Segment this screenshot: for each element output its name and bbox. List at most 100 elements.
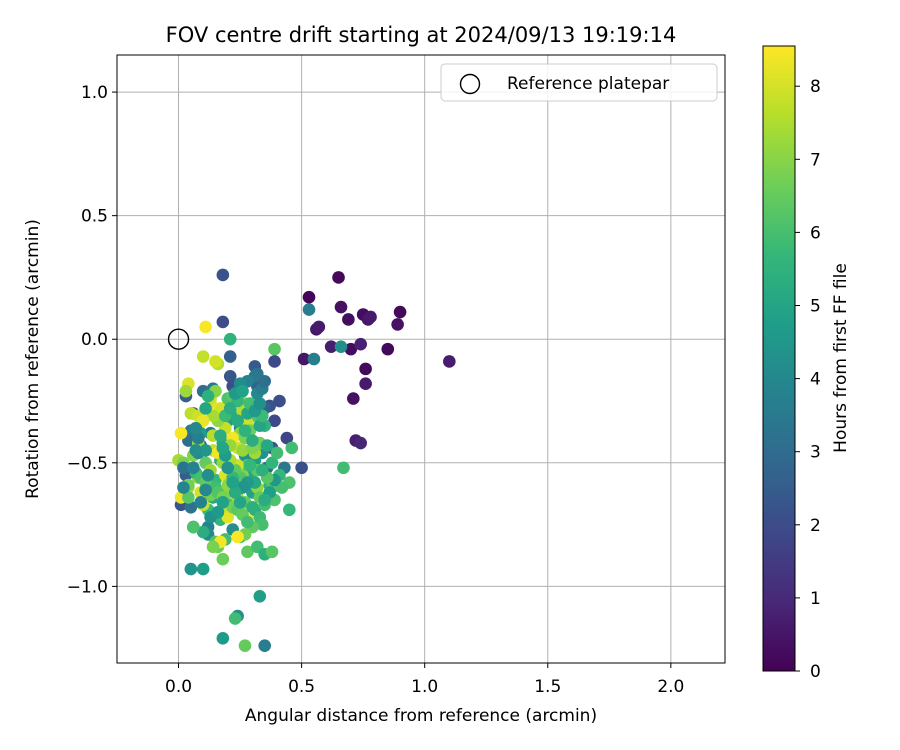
colorbar-tick-label: 8	[810, 77, 821, 97]
scatter-point	[221, 461, 235, 475]
colorbar-label: Hours from first FF file	[831, 263, 851, 453]
scatter-point	[253, 397, 267, 410]
scatter-point	[228, 612, 242, 625]
colorbar: 0 1 2 3 4 5 6 7 8 Hours from first FF file	[762, 45, 851, 682]
scatter-point	[364, 310, 377, 324]
scatter-point	[216, 315, 230, 329]
y-axis-label: Rotation from reference (arcmin)	[23, 219, 43, 499]
scatter-point	[265, 545, 279, 559]
scatter-point	[359, 362, 372, 376]
scatter-point	[236, 384, 249, 398]
colorbar-tick-label: 7	[810, 150, 821, 170]
scatter-point	[268, 342, 281, 356]
scatter-point	[312, 320, 326, 334]
scatter-point	[216, 441, 230, 455]
scatter-point	[199, 320, 212, 334]
scatter-point	[233, 496, 247, 509]
scatter-point	[231, 530, 244, 544]
scatter-point	[253, 589, 267, 603]
scatter-point	[201, 389, 215, 403]
scatter-point	[334, 340, 348, 353]
legend-box	[440, 63, 718, 102]
legend-reference-marker-icon	[459, 73, 481, 95]
scatter-point	[255, 518, 269, 531]
scatter-point	[260, 439, 274, 452]
scatter-point	[189, 421, 203, 435]
scatter-point	[391, 318, 404, 331]
x-tick-label: 0.5	[288, 677, 315, 697]
scatter-point	[223, 332, 237, 346]
colorbar-tick-label: 4	[810, 370, 821, 390]
scatter-point	[246, 434, 259, 447]
x-tick-label: 0.0	[165, 677, 192, 697]
scatter-point	[302, 303, 316, 316]
scatter-point	[238, 639, 252, 652]
scatter-point	[209, 355, 222, 368]
scatter-point	[354, 337, 367, 351]
scatter-point	[273, 394, 286, 408]
scatter-point	[393, 305, 407, 319]
colorbar-tick-label: 3	[810, 443, 821, 463]
scatter-point	[226, 476, 239, 489]
scatter-point	[216, 496, 230, 509]
scatter-point	[206, 540, 220, 554]
scatter-point	[268, 414, 281, 428]
scatter-point	[201, 468, 215, 482]
scatter-point	[297, 352, 311, 366]
scatter-point	[255, 463, 269, 477]
scatter-point	[344, 342, 358, 356]
scatter-point	[221, 510, 235, 524]
scatter-point	[223, 350, 237, 363]
scatter-point	[177, 461, 190, 475]
colorbar-tick-label: 0	[810, 662, 821, 682]
scatter-point	[302, 290, 316, 304]
scatter-point	[177, 481, 190, 494]
reference-platepar-marker	[167, 328, 190, 350]
scatter-point	[196, 562, 210, 576]
scatter-point	[187, 461, 200, 475]
y-axis-ticks: 1.0 0.5 0.0 −0.5 −1.0	[67, 83, 117, 597]
scatter-point	[265, 456, 279, 470]
colorbar-tick-label: 1	[810, 589, 821, 609]
scatter-point	[228, 486, 242, 499]
scatter-point	[280, 431, 294, 445]
scatter-point	[295, 461, 308, 475]
plot-frame	[116, 54, 726, 664]
scatter-point	[381, 342, 395, 356]
scatter-point	[216, 552, 230, 566]
colorbar-tick-label: 2	[810, 516, 821, 536]
scatter-point	[241, 515, 254, 529]
scatter-point	[196, 525, 210, 539]
scatter-point	[258, 374, 271, 388]
scatter-point	[268, 355, 281, 368]
scatter-point	[223, 370, 237, 383]
scatter-point	[285, 441, 299, 455]
scatter-point	[443, 355, 456, 368]
scatter-point	[334, 300, 348, 314]
scatter-point	[354, 436, 367, 450]
scatter-point	[231, 414, 244, 428]
x-axis-ticks: 0.0 0.5 1.0 1.5 2.0	[165, 663, 684, 697]
scatter-point	[174, 426, 188, 440]
scatter-point	[238, 424, 252, 437]
scatter-point	[187, 520, 200, 534]
x-tick-label: 1.5	[534, 677, 561, 697]
legend-entry-label: Reference platepar	[507, 74, 669, 94]
scatter-point	[258, 493, 271, 507]
scatter-point	[196, 350, 210, 363]
colorbar-tick-label: 5	[810, 297, 821, 317]
y-tick-label: 0.5	[81, 207, 108, 227]
scatter-point	[199, 402, 212, 415]
scatter-point	[246, 500, 259, 514]
scatter-point	[243, 458, 257, 472]
scatter-point	[214, 429, 227, 442]
scatter-point	[189, 444, 203, 457]
scatter-point	[194, 496, 207, 509]
scatter-point	[184, 562, 198, 576]
scatter-point	[359, 377, 372, 391]
colorbar-frame	[762, 45, 796, 672]
scatter-point	[223, 402, 237, 415]
y-tick-label: 0.0	[81, 330, 108, 350]
y-tick-label: −1.0	[67, 577, 108, 597]
